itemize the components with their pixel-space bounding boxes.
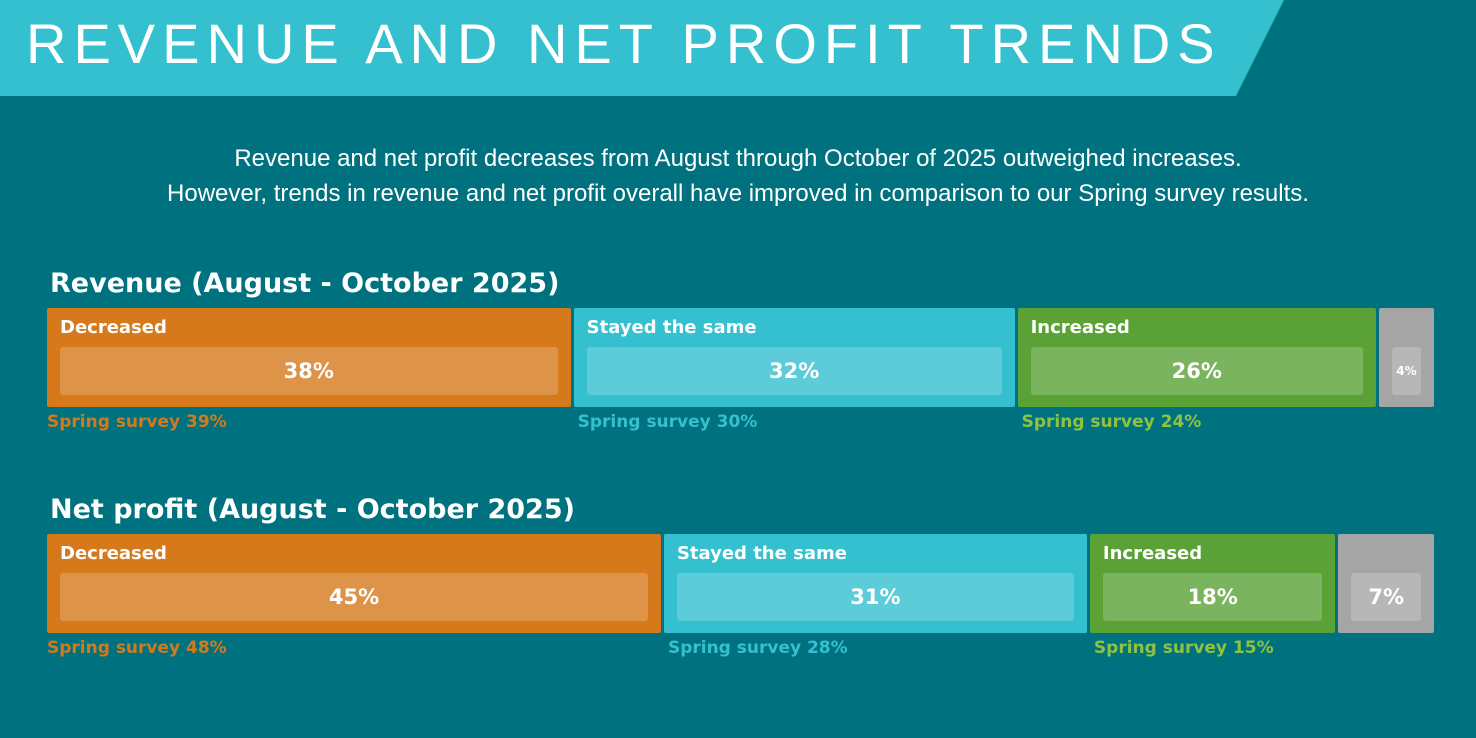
segment-label: Stayed the same xyxy=(676,543,847,564)
bar-segment-increased: Increased 18% xyxy=(1089,534,1336,633)
bar-segment-increased: Increased 26% xyxy=(1017,308,1376,407)
spring-survey-increased: Spring survey 24% xyxy=(1021,412,1202,432)
bar-segment-other: 7% xyxy=(1338,534,1434,633)
net-profit-chart-title: Net profit (August - October 2025) xyxy=(50,494,575,525)
segment-label: Decreased xyxy=(60,317,167,338)
segment-label: Stayed the same xyxy=(586,317,757,338)
segment-label: Decreased xyxy=(60,543,167,564)
spring-survey-decreased: Spring survey 39% xyxy=(47,412,227,432)
subtitle-line-1: Revenue and net profit decreases from Au… xyxy=(234,145,1242,172)
data-label: 18% xyxy=(1102,573,1323,621)
spring-survey-increased: Spring survey 15% xyxy=(1093,638,1274,658)
bar-segment-stayed-the-same: Stayed the same 32% xyxy=(573,308,1015,407)
bar-segment-decreased: Decreased 38% xyxy=(47,308,571,407)
data-label: 38% xyxy=(60,347,558,395)
bar-segment-other: 4% xyxy=(1378,308,1434,407)
revenue-stacked-bar: Decreased 38% Spring survey 39% Stayed the … xyxy=(47,308,1434,432)
spring-survey-decreased: Spring survey 48% xyxy=(47,638,227,658)
segment-label: Increased xyxy=(1030,317,1130,338)
subtitle-line-2: However, trends in revenue and net profi… xyxy=(167,180,1309,207)
data-label: 7% xyxy=(1351,573,1421,621)
spring-survey-stayed-the-same: Spring survey 28% xyxy=(667,638,848,658)
net-profit-stacked-bar: Decreased 45% Spring survey 48% Stayed the … xyxy=(47,534,1434,658)
data-label: 31% xyxy=(676,573,1074,621)
bar-segment-decreased: Decreased 45% xyxy=(47,534,661,633)
subtitle: Revenue and net profit decreases from Au… xyxy=(0,141,1476,211)
page-title: REVENUE AND NET PROFIT TRENDS xyxy=(26,12,1222,75)
data-label: 32% xyxy=(586,347,1002,395)
spring-survey-stayed-the-same: Spring survey 30% xyxy=(577,412,758,432)
data-label: 26% xyxy=(1030,347,1363,395)
bar-segment-stayed-the-same: Stayed the same 31% xyxy=(663,534,1087,633)
segment-label: Increased xyxy=(1102,543,1203,564)
data-label: 45% xyxy=(60,573,648,621)
data-label: 4% xyxy=(1391,347,1421,395)
revenue-chart-title: Revenue (August - October 2025) xyxy=(50,268,560,299)
title-banner: REVENUE AND NET PROFIT TRENDS xyxy=(0,0,1284,96)
